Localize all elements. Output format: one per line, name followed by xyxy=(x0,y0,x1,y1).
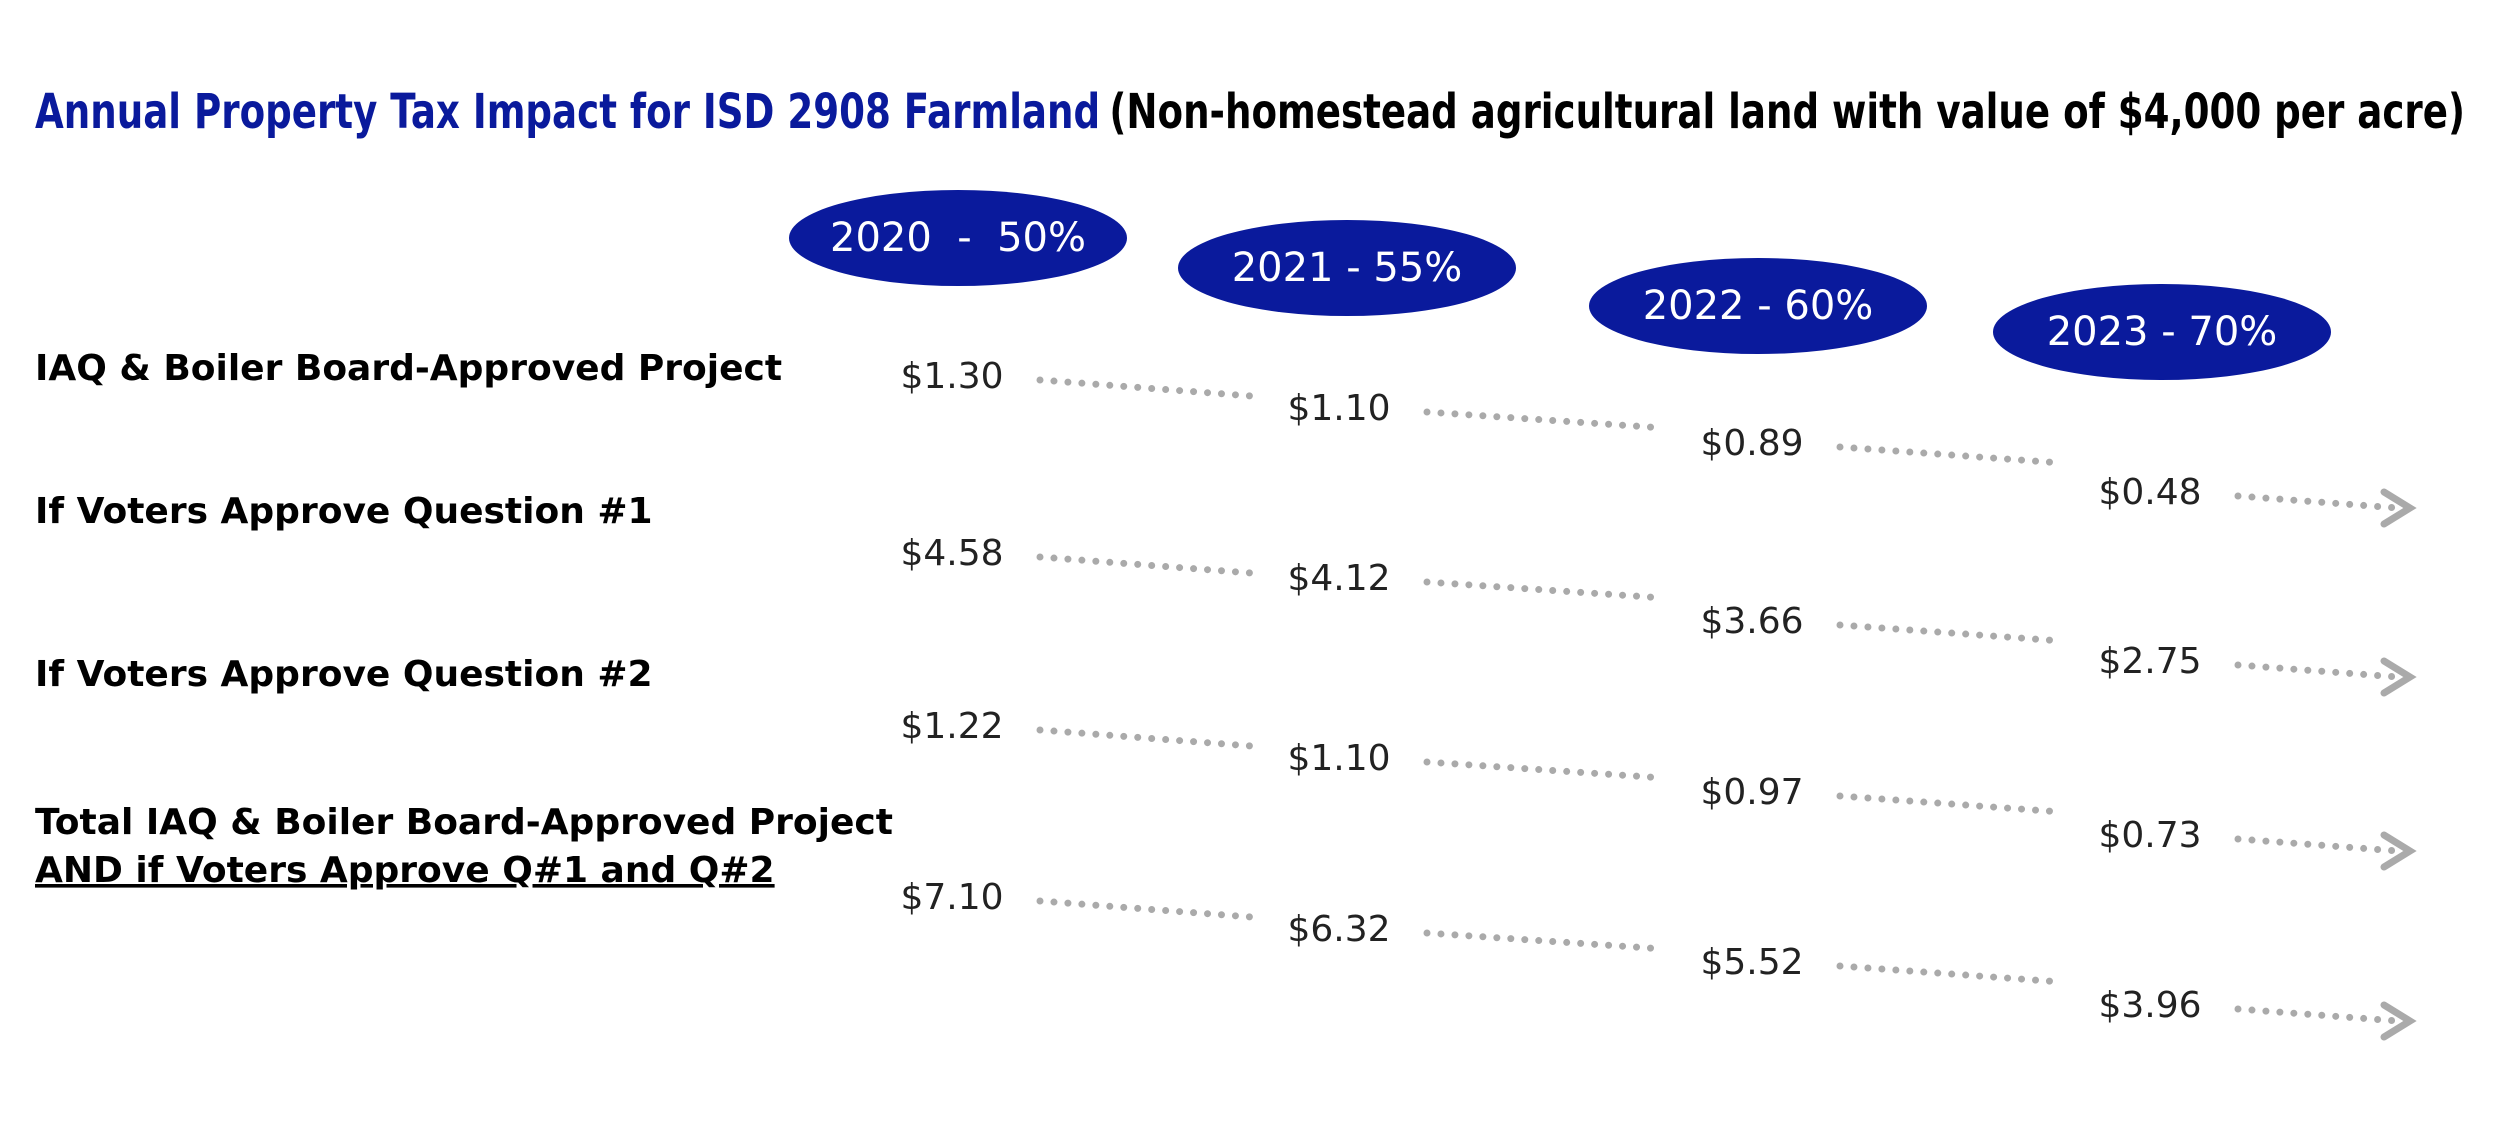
year-label: 2021 - 55% xyxy=(1232,245,1463,291)
dotted-connector xyxy=(1423,929,1668,953)
tax-value: $4.12 xyxy=(1287,558,1390,599)
year-badge xyxy=(1993,284,2331,380)
year-label: 2022 - 60% xyxy=(1643,283,1874,329)
tax-value: $3.96 xyxy=(2098,985,2201,1026)
tax-value: $3.66 xyxy=(1700,601,1803,642)
tax-value: $7.10 xyxy=(900,877,1003,918)
row-label: AND if Voters Approve Q#1 and Q#2 xyxy=(35,850,775,891)
tax-value: $6.32 xyxy=(1287,909,1390,950)
arrow-head xyxy=(2380,1001,2417,1041)
tax-value: $1.30 xyxy=(900,356,1003,397)
tax-value: $0.97 xyxy=(1700,772,1803,813)
dotted-connector xyxy=(2234,492,2402,512)
tax-value: $1.10 xyxy=(1287,388,1390,429)
year-label: 2023 - 70% xyxy=(2047,309,2278,355)
dotted-connector xyxy=(1836,621,2066,645)
title-rest: (Non-homestead agricultural land with va… xyxy=(1109,84,2465,140)
tax-value: $1.22 xyxy=(900,706,1003,747)
arrows xyxy=(1036,376,2417,1041)
year-badge xyxy=(789,190,1127,286)
row-label: Total IAQ & Boiler Board-Approved Projec… xyxy=(35,802,893,843)
dotted-connector xyxy=(1423,408,1668,432)
year-label: 2020 - 50% xyxy=(830,215,1086,261)
tax-value: $1.10 xyxy=(1287,738,1390,779)
row-label: If Voters Approve Question #1 xyxy=(35,491,653,532)
dotted-connector xyxy=(1423,578,1668,602)
dotted-connector xyxy=(1836,443,2066,467)
tax-value: $0.73 xyxy=(2098,815,2201,856)
title: Annual Property Tax Impact for ISD 2908 … xyxy=(35,84,2465,140)
dotted-connector xyxy=(2234,1005,2402,1025)
year-badge xyxy=(1589,258,1927,354)
arrow-head xyxy=(2380,488,2417,528)
tax-value: $0.48 xyxy=(2098,472,2201,513)
dotted-connector xyxy=(2234,835,2402,855)
tax-value: $4.58 xyxy=(900,533,1003,574)
row-label: If Voters Approve Question #2 xyxy=(35,654,653,695)
arrow-head xyxy=(2380,657,2417,697)
content: 2020 - 50% 2021 - 55% 2022 - 60% 2023 - 70%… xyxy=(35,190,2331,1026)
year-badge xyxy=(1178,220,1516,316)
dotted-connector xyxy=(1836,792,2066,816)
title-highlight: Annual Property Tax Impact for ISD 2908 … xyxy=(35,84,1100,140)
dotted-connector xyxy=(1836,962,2066,986)
tax-value: $2.75 xyxy=(2098,641,2201,682)
tax-value: $5.52 xyxy=(1700,942,1803,983)
dotted-connector xyxy=(1423,758,1668,782)
row-label: IAQ & Boiler Board-Approved Project xyxy=(35,348,782,389)
arrow-head xyxy=(2380,831,2417,871)
dotted-connector xyxy=(2234,661,2402,681)
tax-value: $0.89 xyxy=(1700,423,1803,464)
